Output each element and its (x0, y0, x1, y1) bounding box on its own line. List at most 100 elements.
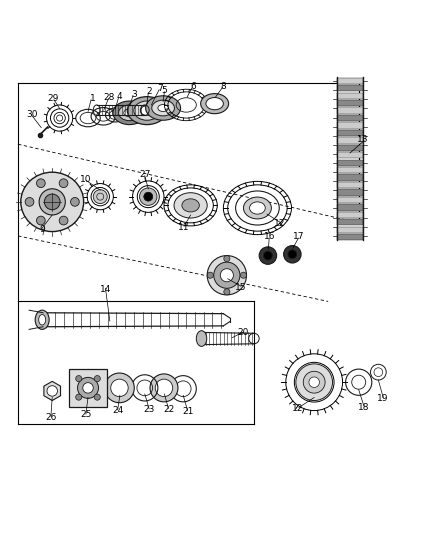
Circle shape (44, 194, 60, 210)
Ellipse shape (119, 105, 141, 120)
Bar (337, 234, 363, 240)
Circle shape (214, 262, 240, 288)
Circle shape (47, 386, 57, 396)
Ellipse shape (141, 106, 153, 116)
Ellipse shape (244, 197, 272, 219)
Circle shape (105, 373, 134, 403)
Circle shape (155, 379, 173, 397)
Bar (337, 152, 363, 158)
Text: 15: 15 (235, 283, 247, 292)
Text: 11: 11 (178, 223, 190, 232)
Circle shape (94, 394, 100, 400)
Bar (337, 130, 363, 136)
Ellipse shape (196, 330, 207, 346)
Text: 20: 20 (237, 328, 249, 337)
Text: 9: 9 (39, 225, 45, 234)
Circle shape (288, 250, 297, 259)
Circle shape (264, 251, 272, 260)
Text: 28: 28 (103, 93, 115, 102)
Bar (337, 85, 363, 92)
Text: 30: 30 (26, 110, 38, 119)
Bar (337, 182, 363, 188)
Text: 7: 7 (157, 84, 163, 93)
Circle shape (284, 246, 301, 263)
Text: 29: 29 (47, 94, 59, 103)
Bar (337, 144, 363, 151)
Circle shape (150, 374, 178, 402)
Circle shape (259, 247, 277, 264)
FancyBboxPatch shape (69, 369, 107, 407)
Bar (337, 197, 363, 203)
Circle shape (111, 379, 128, 397)
Text: 18: 18 (358, 402, 370, 411)
Circle shape (309, 377, 319, 387)
Ellipse shape (250, 202, 265, 214)
Circle shape (94, 376, 100, 382)
Circle shape (25, 198, 34, 206)
Text: 22: 22 (163, 405, 174, 414)
Text: 19: 19 (378, 394, 389, 403)
Circle shape (303, 372, 325, 393)
Bar (337, 167, 363, 173)
Text: 10: 10 (80, 175, 92, 184)
Bar (337, 219, 363, 225)
Ellipse shape (146, 96, 180, 120)
Circle shape (224, 289, 230, 295)
Ellipse shape (158, 104, 168, 111)
Bar (337, 108, 363, 114)
Ellipse shape (152, 100, 174, 116)
Circle shape (207, 256, 247, 295)
Ellipse shape (134, 101, 160, 120)
Bar (337, 93, 363, 99)
Text: 2: 2 (146, 87, 152, 96)
Text: 1: 1 (89, 94, 95, 103)
Ellipse shape (127, 96, 166, 125)
Circle shape (36, 216, 45, 225)
Circle shape (207, 272, 213, 278)
Ellipse shape (35, 310, 49, 329)
Circle shape (76, 376, 82, 382)
Bar (337, 189, 363, 196)
Circle shape (71, 198, 79, 206)
Text: 12: 12 (292, 404, 303, 413)
Text: 21: 21 (183, 407, 194, 416)
Circle shape (76, 394, 82, 400)
Bar (337, 174, 363, 181)
Circle shape (59, 179, 68, 188)
Bar (337, 159, 363, 166)
Ellipse shape (174, 193, 207, 218)
Text: 3: 3 (131, 90, 137, 99)
Circle shape (140, 188, 157, 205)
Bar (337, 212, 363, 218)
Bar (337, 227, 363, 233)
Ellipse shape (113, 101, 146, 125)
Circle shape (144, 192, 152, 201)
Bar (337, 115, 363, 121)
Text: 26: 26 (45, 413, 57, 422)
Ellipse shape (124, 109, 135, 117)
Ellipse shape (206, 98, 223, 110)
Text: 8: 8 (220, 82, 226, 91)
Text: 25: 25 (80, 410, 92, 419)
Text: 4: 4 (117, 92, 122, 101)
Text: 14: 14 (100, 285, 111, 294)
Text: 5: 5 (162, 86, 167, 95)
Text: 12: 12 (275, 219, 286, 228)
Text: 16: 16 (264, 232, 275, 241)
Circle shape (240, 272, 247, 278)
Circle shape (83, 383, 93, 393)
Bar (337, 204, 363, 211)
Circle shape (224, 256, 230, 262)
Circle shape (36, 179, 45, 188)
Circle shape (93, 190, 107, 204)
Text: 6: 6 (190, 82, 196, 91)
Circle shape (296, 364, 332, 400)
Text: 17: 17 (293, 232, 304, 241)
Bar (337, 78, 363, 84)
Circle shape (59, 216, 68, 225)
Bar (337, 100, 363, 107)
Circle shape (78, 377, 99, 398)
Text: 27: 27 (139, 171, 151, 179)
Ellipse shape (39, 314, 46, 325)
Text: 24: 24 (112, 406, 124, 415)
